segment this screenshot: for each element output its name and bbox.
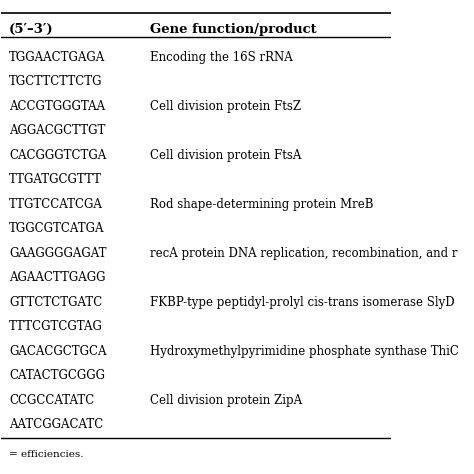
Text: CACGGGTCTGA: CACGGGTCTGA [9,149,107,162]
Text: GACACGCTGCA: GACACGCTGCA [9,345,107,358]
Text: Cell division protein ZipA: Cell division protein ZipA [150,394,302,407]
Text: FKBP-type peptidyl-prolyl cis-trans isomerase SlyD: FKBP-type peptidyl-prolyl cis-trans isom… [150,296,454,309]
Text: TTTCGTCGTAG: TTTCGTCGTAG [9,320,103,333]
Text: CATACTGCGGG: CATACTGCGGG [9,369,105,383]
Text: Rod shape-determining protein MreB: Rod shape-determining protein MreB [150,198,373,211]
Text: AGGACGCTTGT: AGGACGCTTGT [9,124,106,137]
Text: CCGCCATATC: CCGCCATATC [9,394,94,407]
Text: Encoding the 16S rRNA: Encoding the 16S rRNA [150,51,292,64]
Text: TGGCGTCATGA: TGGCGTCATGA [9,222,105,236]
Text: GTTCTCTGATC: GTTCTCTGATC [9,296,102,309]
Text: Gene function/product: Gene function/product [150,23,316,36]
Text: TTGATGCGTTT: TTGATGCGTTT [9,173,102,186]
Text: TTGTCCATCGA: TTGTCCATCGA [9,198,103,211]
Text: Cell division protein FtsZ: Cell division protein FtsZ [150,100,301,113]
Text: ACCGTGGGTAA: ACCGTGGGTAA [9,100,105,113]
Text: GAAGGGGAGAT: GAAGGGGAGAT [9,247,107,260]
Text: AGAACTTGAGG: AGAACTTGAGG [9,272,106,284]
Text: recA protein DNA replication, recombination, and r: recA protein DNA replication, recombinat… [150,247,457,260]
Text: TGCTTCTTCTG: TGCTTCTTCTG [9,75,103,88]
Text: AATCGGACATC: AATCGGACATC [9,419,103,431]
Text: Cell division protein FtsA: Cell division protein FtsA [150,149,301,162]
Text: Hydroxymethylpyrimidine phosphate synthase ThiC: Hydroxymethylpyrimidine phosphate syntha… [150,345,458,358]
Text: (5′–3′): (5′–3′) [9,23,54,36]
Text: TGGAACTGAGA: TGGAACTGAGA [9,51,105,64]
Text: = efficiencies.: = efficiencies. [9,450,84,459]
